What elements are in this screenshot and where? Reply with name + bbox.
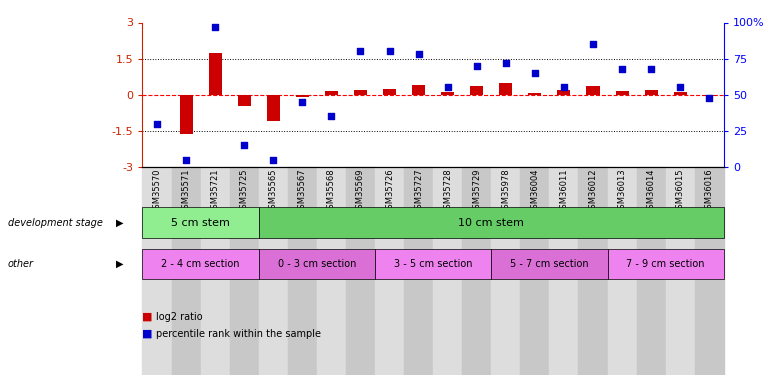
- Point: [441, 84, 454, 90]
- Bar: [142, 167, 172, 375]
- Bar: [608, 167, 637, 375]
- Bar: [665, 167, 695, 375]
- Bar: [266, 95, 280, 121]
- Point: [383, 48, 396, 54]
- Point: [209, 24, 221, 30]
- Bar: [179, 95, 192, 134]
- Bar: [499, 82, 512, 95]
- Point: [180, 157, 192, 163]
- Bar: [259, 167, 288, 375]
- Bar: [674, 92, 687, 95]
- Text: other: other: [8, 259, 34, 269]
- Bar: [229, 167, 259, 375]
- Bar: [383, 88, 396, 95]
- Text: 0 - 3 cm section: 0 - 3 cm section: [278, 259, 356, 269]
- Bar: [433, 167, 462, 375]
- Bar: [404, 167, 433, 375]
- Text: 2 - 4 cm section: 2 - 4 cm section: [162, 259, 239, 269]
- Bar: [703, 95, 716, 96]
- Point: [296, 99, 309, 105]
- Point: [529, 70, 541, 76]
- Bar: [695, 167, 724, 375]
- Text: 5 - 7 cm section: 5 - 7 cm section: [510, 259, 589, 269]
- Point: [267, 157, 280, 163]
- Point: [354, 48, 367, 54]
- Bar: [346, 167, 375, 375]
- Bar: [587, 86, 600, 95]
- Bar: [375, 167, 404, 375]
- Text: 5 cm stem: 5 cm stem: [171, 218, 230, 228]
- Bar: [200, 167, 229, 375]
- Bar: [172, 167, 200, 375]
- Text: 7 - 9 cm section: 7 - 9 cm section: [627, 259, 705, 269]
- Text: 10 cm stem: 10 cm stem: [458, 218, 524, 228]
- Bar: [412, 85, 425, 95]
- Bar: [550, 167, 578, 375]
- Bar: [615, 91, 628, 95]
- Bar: [470, 86, 484, 95]
- Bar: [557, 90, 571, 95]
- Text: log2 ratio: log2 ratio: [156, 312, 203, 322]
- Bar: [325, 91, 338, 95]
- Text: development stage: development stage: [8, 218, 102, 228]
- Bar: [528, 93, 541, 95]
- Text: percentile rank within the sample: percentile rank within the sample: [156, 329, 321, 339]
- Bar: [296, 95, 309, 97]
- Point: [645, 66, 658, 72]
- Point: [587, 41, 599, 47]
- Point: [413, 51, 425, 57]
- Point: [674, 84, 686, 90]
- Bar: [491, 167, 521, 375]
- Point: [616, 66, 628, 72]
- Point: [238, 142, 250, 148]
- Bar: [209, 53, 222, 95]
- Point: [703, 94, 715, 100]
- Bar: [578, 167, 608, 375]
- Text: ■: ■: [142, 329, 153, 339]
- Point: [325, 113, 337, 119]
- Text: 3 - 5 cm section: 3 - 5 cm section: [394, 259, 472, 269]
- Bar: [354, 90, 367, 95]
- Text: ■: ■: [142, 312, 153, 322]
- Bar: [441, 92, 454, 95]
- Point: [557, 84, 570, 90]
- Bar: [317, 167, 346, 375]
- Bar: [288, 167, 317, 375]
- Bar: [238, 95, 251, 105]
- Text: ▶: ▶: [116, 218, 123, 228]
- Point: [470, 63, 483, 69]
- Bar: [637, 167, 665, 375]
- Bar: [462, 167, 491, 375]
- Text: ▶: ▶: [116, 259, 123, 269]
- Point: [151, 121, 163, 127]
- Point: [500, 60, 512, 66]
- Bar: [521, 167, 549, 375]
- Bar: [644, 90, 658, 95]
